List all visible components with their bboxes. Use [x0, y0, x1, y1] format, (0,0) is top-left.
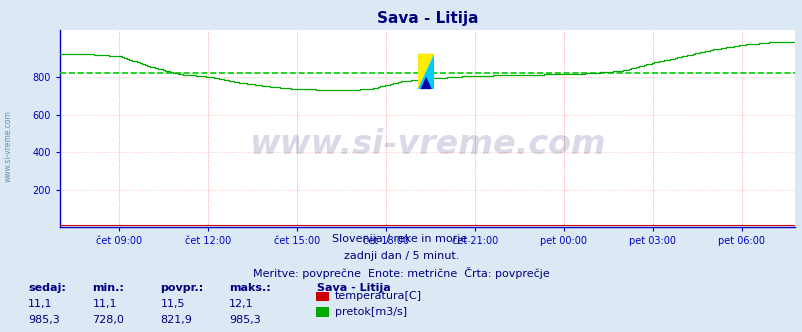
Text: 728,0: 728,0: [92, 315, 124, 325]
Text: povpr.:: povpr.:: [160, 283, 204, 293]
Text: Meritve: povprečne  Enote: metrične  Črta: povprečje: Meritve: povprečne Enote: metrične Črta:…: [253, 267, 549, 279]
Text: 11,1: 11,1: [28, 299, 53, 309]
Polygon shape: [418, 53, 434, 89]
Text: pretok[m3/s]: pretok[m3/s]: [334, 307, 407, 317]
Text: temperatura[C]: temperatura[C]: [334, 291, 421, 301]
Text: 985,3: 985,3: [28, 315, 60, 325]
Text: 821,9: 821,9: [160, 315, 192, 325]
Text: www.si-vreme.com: www.si-vreme.com: [3, 110, 13, 182]
Text: 11,5: 11,5: [160, 299, 185, 309]
Text: Slovenija / reke in morje.: Slovenija / reke in morje.: [332, 234, 470, 244]
Text: www.si-vreme.com: www.si-vreme.com: [249, 128, 606, 161]
Text: maks.:: maks.:: [229, 283, 270, 293]
Text: sedaj:: sedaj:: [28, 283, 66, 293]
Text: zadnji dan / 5 minut.: zadnji dan / 5 minut.: [343, 251, 459, 261]
Text: 11,1: 11,1: [92, 299, 117, 309]
Polygon shape: [420, 77, 431, 89]
Text: 985,3: 985,3: [229, 315, 261, 325]
Title: Sava - Litija: Sava - Litija: [376, 11, 478, 26]
Text: min.:: min.:: [92, 283, 124, 293]
Text: Sava - Litija: Sava - Litija: [317, 283, 391, 293]
Polygon shape: [418, 53, 434, 89]
Text: 12,1: 12,1: [229, 299, 253, 309]
